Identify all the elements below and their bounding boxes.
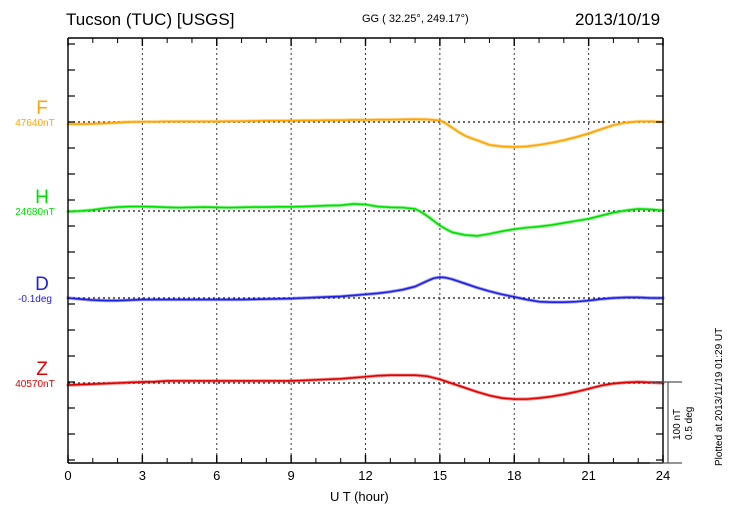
x-axis-title: U T (hour): [330, 489, 389, 504]
component-letter-z: Z: [36, 359, 48, 380]
component-letter-f: F: [36, 98, 48, 119]
trace-z: [67, 374, 664, 400]
trace-layer: [66, 117, 665, 401]
x-tick-label-18: 18: [507, 468, 522, 483]
x-tick-label-9: 9: [287, 468, 295, 483]
component-value-h: 24680nT: [15, 207, 55, 218]
axis-frame: [67, 37, 664, 464]
trace-f: [67, 118, 664, 148]
observation-date: 2013/10/19: [575, 10, 661, 29]
scale-bar: [650, 381, 682, 464]
x-tick-label-3: 3: [138, 468, 146, 483]
trace-d: [67, 276, 664, 303]
x-tick-label-15: 15: [432, 468, 448, 483]
trace-h: [67, 203, 664, 237]
component-value-d: -0.1deg: [18, 294, 52, 305]
x-tick-label-0: 0: [64, 468, 72, 483]
component-value-z: 40570nT: [15, 379, 55, 390]
geographic-coordinates: GG ( 32.25°, 249.17°): [362, 13, 469, 25]
grid-layer: [141, 38, 590, 463]
x-tick-label-12: 12: [358, 468, 373, 483]
component-value-f: 47640nT: [15, 118, 55, 129]
x-tick-label-6: 6: [213, 468, 221, 483]
station-title: Tucson (TUC) [USGS]: [66, 10, 235, 29]
component-letter-h: H: [35, 187, 49, 208]
scalebar-deg-label: 0.5 deg: [684, 406, 695, 440]
component-letter-d: D: [35, 274, 49, 295]
x-tick-label-21: 21: [581, 468, 596, 483]
baseline-layer: [68, 121, 663, 384]
scalebar-nt-label: 100 nT: [672, 408, 683, 440]
plotted-at-text: Plotted at 2013/11/19 01:29 UT: [714, 327, 725, 466]
x-tick-label-24: 24: [655, 468, 671, 483]
